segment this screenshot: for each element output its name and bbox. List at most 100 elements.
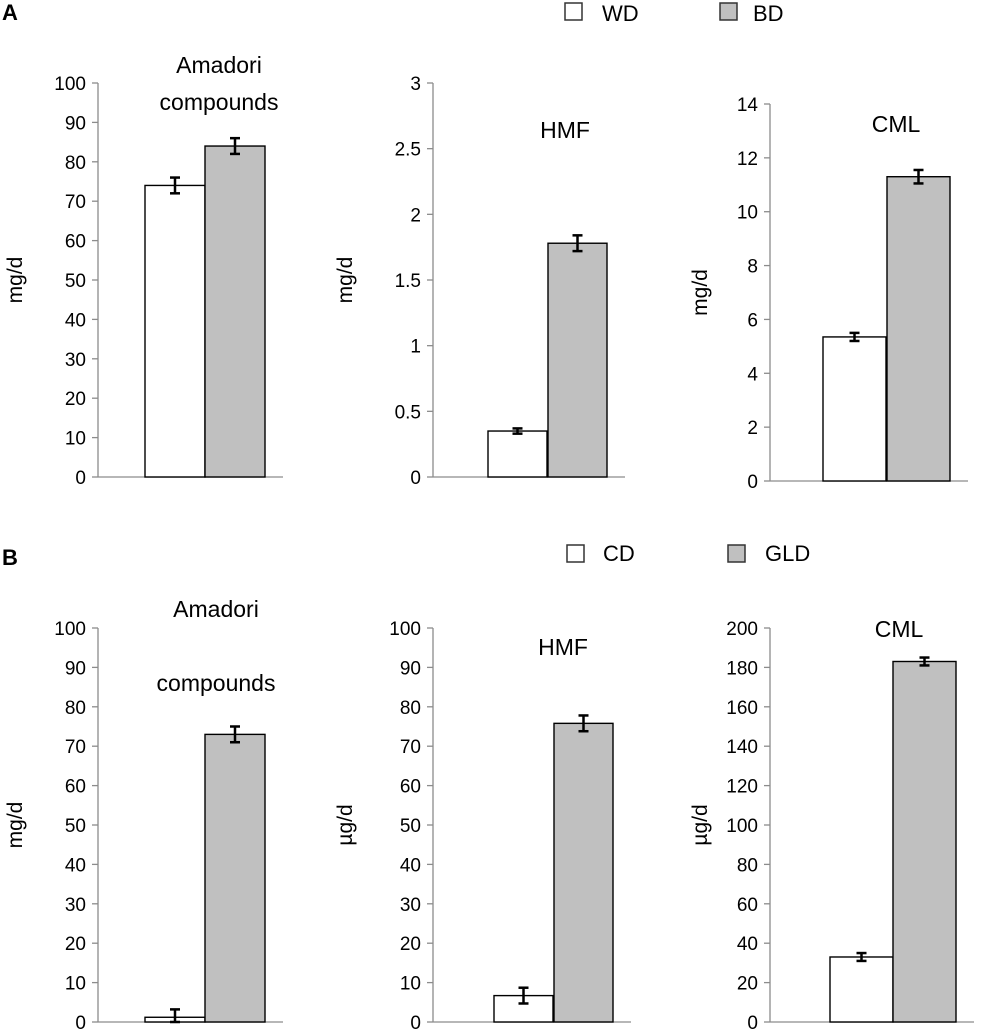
y-axis-label: mg/d (4, 257, 27, 304)
legend-swatch-wd (564, 2, 583, 21)
chart-6: 0 20 40 60 80 100 120 140 160 180 200 µg/d CML (689, 616, 974, 1031)
y-tick-label: 0 (75, 468, 86, 489)
y-tick-label: 90 (400, 658, 421, 679)
y-tick-label: 30 (65, 350, 86, 371)
y-tick-label: 20 (400, 934, 421, 955)
chart-2: 0 0.5 1 1.5 2 2.5 3 mg/d HMF (334, 74, 625, 489)
y-axis-label: µg/d (334, 804, 357, 845)
y-tick-label: 120 (726, 777, 758, 798)
y-tick-label: 160 (726, 698, 758, 719)
panel-letter-a: A (2, 0, 18, 25)
y-tick-label: 0 (747, 472, 758, 493)
y-axis-label: mg/d (689, 269, 712, 316)
chart-5: 0 10 20 30 40 50 60 70 80 90 100 µg/d HMF (334, 619, 631, 1031)
y-tick-label: 2 (410, 205, 421, 226)
chart-title: CML (875, 616, 924, 642)
y-tick-label: 50 (65, 271, 86, 292)
y-tick-label: 90 (65, 658, 86, 679)
bar-wd (144, 184, 206, 478)
legend-a: WD BD (564, 1, 784, 26)
bar-gld (204, 733, 266, 1023)
y-tick-label: 50 (65, 816, 86, 837)
y-tick-label: 50 (400, 816, 421, 837)
y-tick-label: 140 (726, 737, 758, 758)
y-tick-label: 40 (737, 934, 758, 955)
chart-title: HMF (538, 634, 588, 660)
y-tick-label: 20 (65, 934, 86, 955)
y-tick-label: 0 (410, 1013, 421, 1031)
y-tick-label: 80 (737, 855, 758, 876)
y-tick-label: 4 (747, 364, 758, 385)
legend-b: CD GLD (566, 541, 810, 566)
chart-title: compounds (157, 670, 276, 696)
chart-title: Amadori (176, 52, 262, 78)
y-tick-label: 20 (65, 389, 86, 410)
y-tick-label: 40 (400, 855, 421, 876)
y-tick-label: 70 (400, 737, 421, 758)
y-tick-label: 60 (65, 232, 86, 253)
y-tick-label: 2.5 (395, 140, 421, 161)
y-tick-label: 30 (65, 895, 86, 916)
y-tick-label: 80 (65, 698, 86, 719)
y-tick-label: 180 (726, 658, 758, 679)
bar-cd (829, 956, 894, 1023)
chart-1: 0 10 20 30 40 50 60 70 80 90 100 mg/d Amadori compoun… (4, 52, 283, 489)
y-tick-label: 100 (389, 619, 421, 640)
y-axis-label: mg/d (4, 802, 27, 849)
chart-title: CML (872, 111, 921, 137)
y-tick-label: 10 (65, 429, 86, 450)
chart-3: 0 2 4 6 8 10 12 14 mg/d CML (689, 95, 968, 493)
chart-title: compounds (160, 89, 279, 115)
y-tick-label: 200 (726, 619, 758, 640)
y-tick-label: 10 (65, 974, 86, 995)
y-axis-label: µg/d (689, 804, 712, 845)
y-tick-label: 90 (65, 113, 86, 134)
y-tick-label: 10 (737, 203, 758, 224)
y-tick-label: 1 (410, 337, 421, 358)
chart-title: HMF (540, 117, 590, 143)
y-tick-label: 20 (737, 974, 758, 995)
y-tick-label: 0.5 (395, 402, 421, 423)
charts-group: 0102030405060708090100mg/dAmadoricompoun… (4, 52, 974, 1031)
chart-title: Amadori (173, 596, 259, 622)
bar-bd (204, 145, 266, 478)
y-tick-label: 0 (75, 1013, 86, 1031)
y-tick-label: 2 (747, 418, 758, 439)
y-tick-label: 8 (747, 257, 758, 278)
y-axis-label: mg/d (334, 257, 357, 304)
panel-letter-b: B (2, 545, 18, 570)
legend-label-gld: GLD (765, 541, 810, 566)
y-tick-label: 70 (65, 737, 86, 758)
bar-wd (822, 336, 887, 482)
legend-label-wd: WD (602, 1, 639, 26)
y-tick-label: 70 (65, 192, 86, 213)
y-tick-label: 40 (65, 310, 86, 331)
y-tick-label: 3 (410, 74, 421, 95)
bar-bd (547, 242, 608, 478)
chart-4: 0 10 20 30 40 50 60 70 80 90 100 mg/d Amadori compoun… (4, 596, 283, 1031)
legend-swatch-gld (727, 544, 746, 563)
y-tick-label: 60 (400, 777, 421, 798)
y-tick-label: 100 (726, 816, 758, 837)
legend-swatch-bd (719, 2, 738, 21)
bar-wd (487, 430, 548, 478)
y-tick-label: 6 (747, 310, 758, 331)
y-tick-label: 40 (65, 855, 86, 876)
bar-gld (892, 660, 957, 1023)
legend-label-cd: CD (603, 541, 635, 566)
legend-swatch-cd (566, 544, 585, 563)
y-tick-label: 10 (400, 974, 421, 995)
y-tick-label: 14 (737, 95, 759, 116)
y-tick-label: 1.5 (395, 271, 421, 292)
y-tick-label: 80 (65, 153, 86, 174)
y-tick-label: 80 (400, 698, 421, 719)
y-tick-label: 100 (54, 74, 86, 95)
y-tick-label: 0 (747, 1013, 758, 1031)
bar-gld (553, 722, 614, 1023)
bar-bd (886, 176, 951, 482)
y-tick-label: 100 (54, 619, 86, 640)
y-tick-label: 60 (737, 895, 758, 916)
y-tick-label: 12 (737, 149, 758, 170)
legend-label-bd: BD (753, 1, 784, 26)
